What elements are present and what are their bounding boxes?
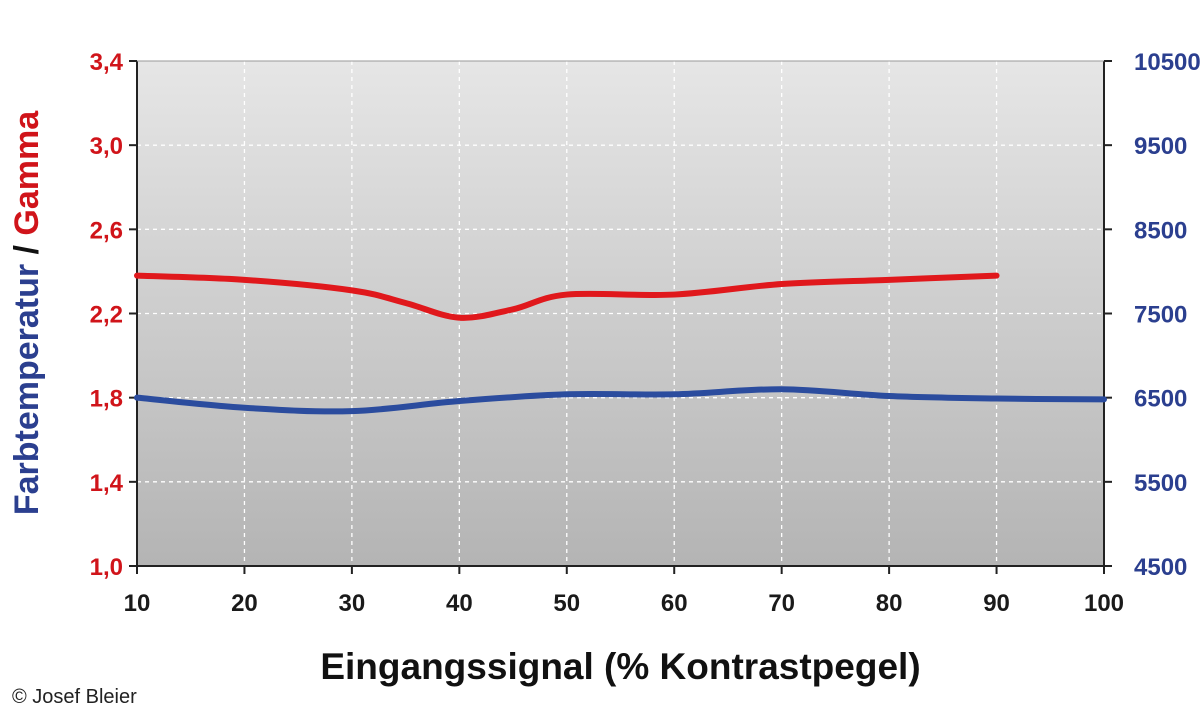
x-tick-label: 50 bbox=[553, 590, 580, 617]
tick-labels: 1,0 1,4 1,8 2,2 2,6 3,0 3,4 4500 5500 6500 7500 850… bbox=[90, 49, 1200, 617]
left-tick-label: 2,6 bbox=[90, 217, 123, 244]
series-line-gamma bbox=[134, 272, 1000, 321]
right-tick-label: 5500 bbox=[1134, 470, 1187, 497]
left-tick-label: 3,4 bbox=[90, 49, 124, 76]
x-tick-label: 60 bbox=[661, 590, 688, 617]
x-tick-label: 100 bbox=[1084, 590, 1124, 617]
right-tick-label: 10500 bbox=[1134, 49, 1200, 76]
y-axis-label: Farbtemperatur / Gamma bbox=[8, 110, 46, 515]
left-tick-label: 3,0 bbox=[90, 133, 123, 160]
series-lines bbox=[134, 272, 1107, 415]
left-tick-label: 1,4 bbox=[90, 470, 124, 497]
x-tick-label: 40 bbox=[446, 590, 473, 617]
y-axis-label-farbtemperatur: Farbtemperatur bbox=[8, 264, 46, 515]
right-tick-label: 7500 bbox=[1134, 302, 1187, 329]
left-tick-label: 1,0 bbox=[90, 554, 123, 581]
left-tick-label: 1,8 bbox=[90, 386, 123, 413]
x-axis-label: Eingangssignal (% Kontrastpegel) bbox=[320, 646, 920, 687]
x-tick-label: 10 bbox=[124, 590, 151, 617]
x-tick-label: 70 bbox=[768, 590, 795, 617]
x-tick-label: 80 bbox=[876, 590, 903, 617]
right-tick-label: 4500 bbox=[1134, 554, 1187, 581]
x-tick-label: 30 bbox=[339, 590, 366, 617]
x-tick-label: 90 bbox=[983, 590, 1010, 617]
left-tick-label: 2,2 bbox=[90, 302, 123, 329]
y-axis-label-separator: / bbox=[8, 236, 46, 264]
series-line-farbtemperatur bbox=[134, 386, 1107, 415]
right-tick-label: 9500 bbox=[1134, 133, 1187, 160]
x-tick-label: 20 bbox=[231, 590, 258, 617]
axes bbox=[129, 60, 1112, 574]
right-tick-label: 8500 bbox=[1134, 217, 1187, 244]
grid bbox=[137, 61, 1104, 566]
y-axis-label-gamma: Gamma bbox=[8, 110, 46, 236]
credit-text: © Josef Bleier bbox=[12, 686, 137, 708]
right-tick-label: 6500 bbox=[1134, 386, 1187, 413]
